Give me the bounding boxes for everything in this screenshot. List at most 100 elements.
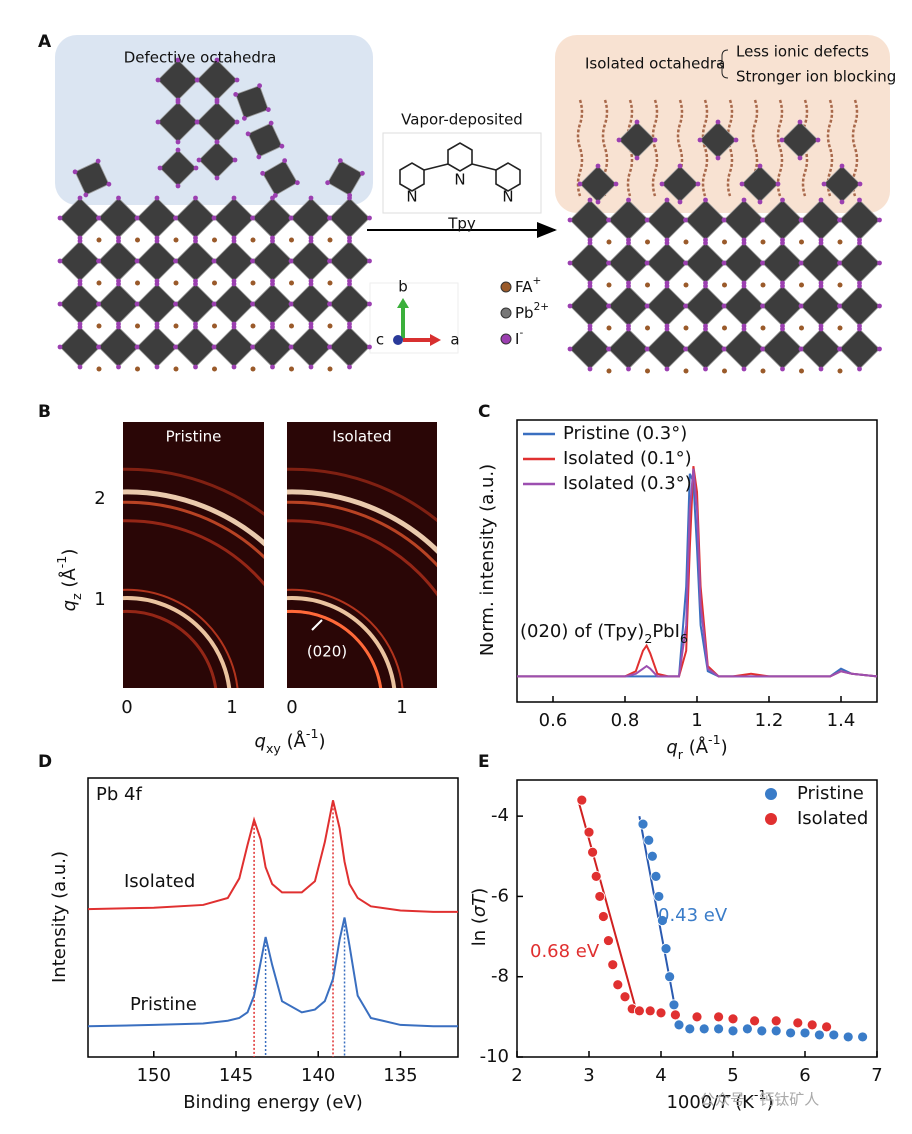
iodide [337, 158, 343, 164]
iodide [194, 77, 200, 83]
iodide [193, 195, 198, 201]
point [821, 1021, 832, 1033]
iodide [279, 143, 285, 149]
text-part: Binding energy (eV) [183, 1092, 363, 1113]
iodide [818, 197, 824, 203]
iodide [95, 158, 101, 164]
iodide [587, 240, 593, 246]
octahedron-face [761, 285, 804, 327]
iodide [877, 346, 882, 352]
diffraction-rings [123, 467, 264, 688]
iodide [741, 197, 747, 203]
text-part: I [515, 330, 519, 348]
iodide [250, 344, 255, 350]
octahedron [134, 281, 180, 327]
iodide [741, 283, 747, 289]
iodide [155, 77, 161, 83]
octahedron [606, 326, 651, 372]
y-tick-label: -8 [491, 966, 509, 987]
iodide [116, 364, 121, 370]
iodide [57, 258, 63, 264]
panel-label: D [38, 752, 52, 772]
octahedron-face [607, 285, 650, 327]
octahedron-face [723, 242, 765, 284]
text-part: ) [766, 1092, 773, 1113]
iodide [155, 119, 161, 125]
ring [123, 467, 264, 517]
octahedron [567, 197, 613, 243]
y-tick-label: -6 [491, 885, 509, 906]
fa-ion [212, 237, 217, 243]
iodide [347, 364, 352, 370]
octahedron [96, 238, 141, 284]
iodide [567, 217, 573, 223]
octahedron-face [59, 240, 101, 282]
fa-ion [683, 325, 689, 331]
octahedron-face [290, 283, 332, 325]
iodide [703, 366, 708, 372]
ligand [626, 99, 634, 197]
iodide [265, 107, 271, 113]
diffraction-rings [287, 467, 437, 688]
point [643, 834, 655, 846]
octahedron [250, 324, 295, 370]
text-part: + [533, 275, 542, 287]
fa-ion [799, 282, 804, 288]
iodide [173, 344, 178, 350]
iodide [367, 258, 372, 264]
legend-label: Pristine (0.3°) [563, 423, 687, 444]
text-part: 2+ [534, 301, 549, 313]
iodide [683, 217, 688, 223]
octahedron [57, 324, 103, 370]
fa-ion [173, 366, 179, 372]
x-tick-label: 140 [301, 1065, 335, 1086]
octahedron [196, 139, 238, 181]
octahedron-face [251, 240, 294, 282]
fa-ion [683, 282, 689, 288]
fa-ion [606, 282, 612, 288]
iodide [837, 260, 842, 266]
panel-label: A [38, 32, 52, 52]
iodide [96, 258, 101, 264]
iodide [173, 215, 178, 221]
panel-label: B [38, 402, 51, 422]
ring [287, 519, 437, 597]
fa-ion [250, 366, 256, 372]
octahedron [798, 240, 844, 286]
iodide [703, 240, 708, 246]
x-tick-label: 0.6 [539, 710, 568, 731]
legend-label: Isolated (0.3°) [563, 473, 692, 494]
iodide [721, 260, 727, 266]
iodide [294, 180, 300, 186]
iodide [567, 346, 573, 352]
octahedron [325, 158, 365, 198]
text-part: r [678, 747, 684, 762]
octahedron [644, 283, 690, 329]
iodide [733, 137, 739, 143]
iodide [577, 181, 583, 187]
iodide [231, 238, 237, 244]
text-part: q [59, 600, 80, 611]
iodide [347, 281, 352, 287]
iodide [741, 326, 747, 332]
annotation: 0.68 eV [530, 941, 600, 962]
octahedron [96, 195, 141, 241]
x-tick-label: 135 [383, 1065, 417, 1086]
iodide [257, 83, 263, 89]
iodide [664, 326, 670, 332]
octahedron [798, 326, 844, 372]
iodide [327, 301, 332, 307]
point [857, 1031, 868, 1043]
iodide [250, 215, 255, 221]
iodide [234, 77, 240, 83]
point [742, 1023, 753, 1035]
x-tick-label: 6 [799, 1065, 810, 1086]
text-part: (Å [683, 736, 709, 758]
text-part: ) [469, 888, 490, 895]
iodide [196, 157, 202, 163]
text-part: 1000/ [666, 1092, 719, 1113]
octahedron-face [800, 328, 842, 370]
iodide [268, 120, 274, 126]
y-tick-label: 1 [94, 589, 105, 610]
fa-ion [837, 282, 843, 288]
